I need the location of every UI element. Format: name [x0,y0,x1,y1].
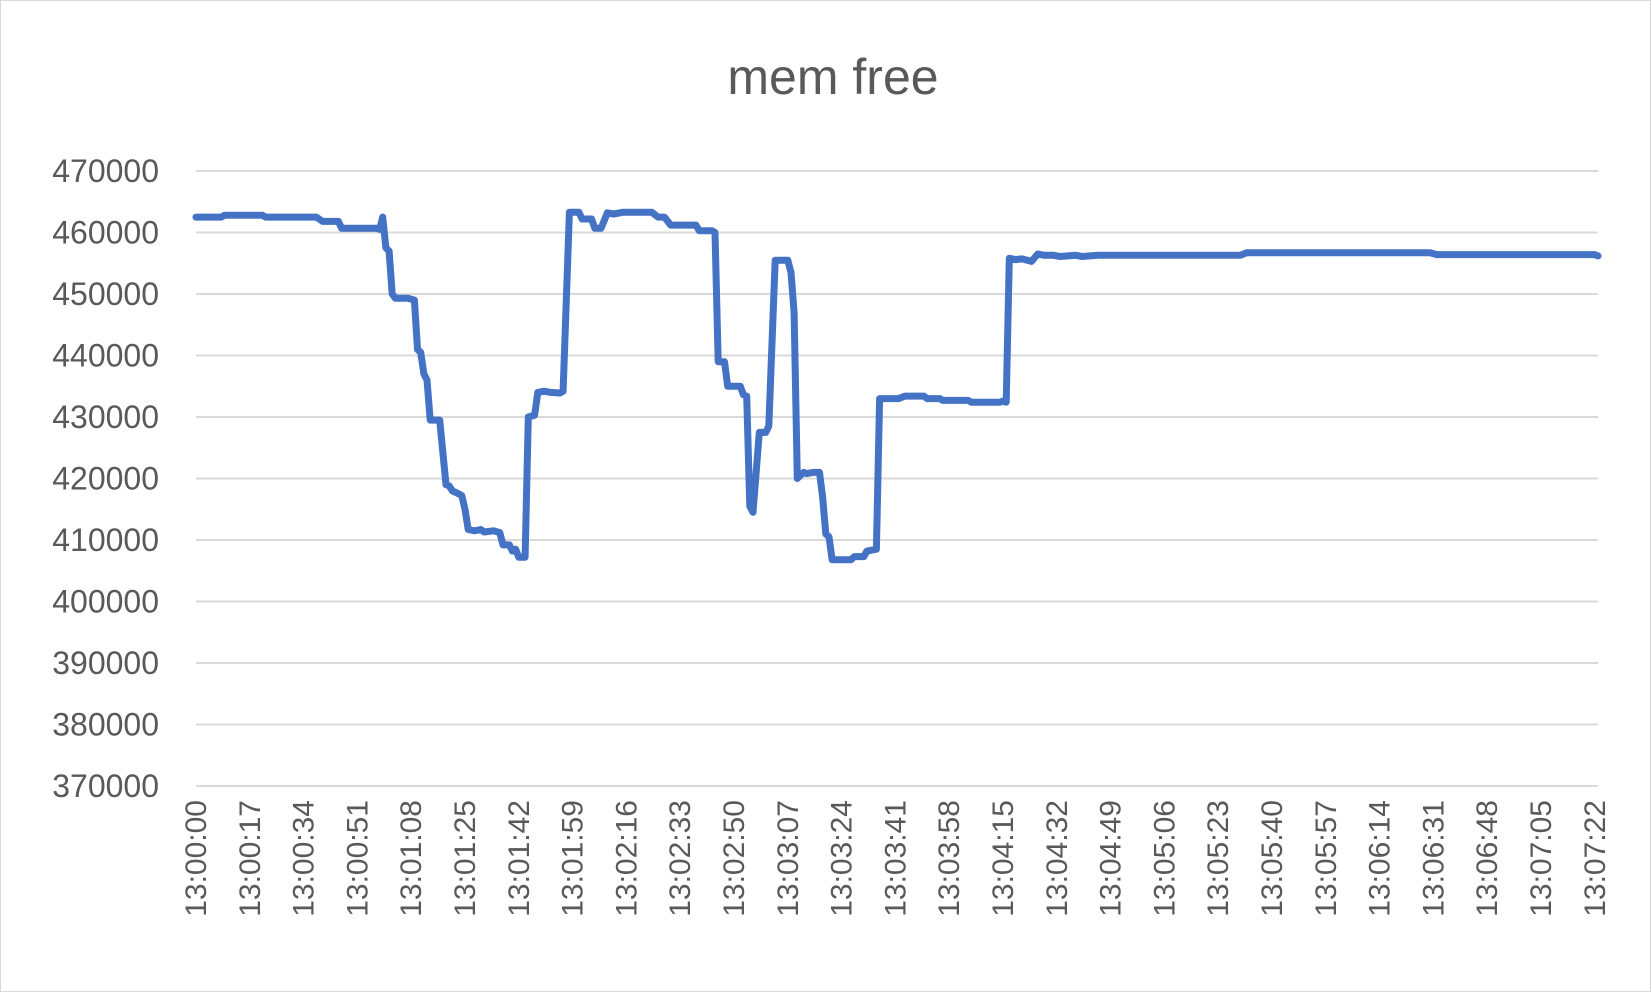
x-tick-label: 13:00:34 [288,800,321,917]
x-axis-tick-labels: 13:00:00 13:00:17 13:00:34 13:00:51 13:01:08… [180,800,1612,917]
x-tick-label: 13:06:31 [1417,800,1450,917]
x-tick-label: 13:01:42 [503,800,536,917]
y-tick-label: 440000 [52,338,159,374]
y-tick-label: 380000 [52,707,159,743]
y-tick-label: 400000 [52,584,159,620]
x-tick-label: 13:01:59 [557,800,590,917]
x-tick-label: 13:01:08 [395,800,428,917]
x-tick-label: 13:07:22 [1579,800,1612,917]
x-tick-label: 13:05:57 [1310,800,1343,917]
x-tick-label: 13:03:58 [933,800,966,917]
x-tick-label: 13:03:24 [826,800,859,917]
y-tick-label: 390000 [52,645,159,681]
series-layer [192,208,1602,564]
y-tick-label: 470000 [52,153,159,189]
y-tick-label: 410000 [52,522,159,558]
x-tick-label: 13:03:41 [879,800,912,917]
x-tick-label: 13:05:23 [1202,800,1235,917]
x-tick-label: 13:02:33 [664,800,697,917]
x-tick-label: 13:05:40 [1256,800,1289,917]
y-tick-label: 420000 [52,461,159,497]
y-tick-label: 450000 [52,276,159,312]
x-tick-label: 13:00:00 [180,800,213,917]
x-tick-label: 13:04:49 [1095,800,1128,917]
gridlines [196,170,1598,787]
y-tick-label: 370000 [52,768,159,804]
x-tick-label: 13:02:50 [718,800,751,917]
y-axis-tick-labels: 470000 460000 450000 440000 430000 420000 4100… [52,153,159,804]
x-tick-label: 13:03:07 [772,800,805,917]
x-tick-label: 13:04:15 [987,800,1020,917]
x-tick-label: 13:05:06 [1148,800,1181,917]
y-tick-label: 460000 [52,215,159,251]
x-tick-label: 13:04:32 [1041,800,1074,917]
x-tick-label: 13:02:16 [610,800,643,917]
x-tick-label: 13:00:51 [341,800,374,917]
x-tick-label: 13:00:17 [234,800,267,917]
y-tick-label: 430000 [52,399,159,435]
series-line [192,208,1602,564]
x-tick-label: 13:07:05 [1525,800,1558,917]
chart-title: mem free [727,49,938,105]
x-tick-label: 13:06:14 [1364,800,1397,917]
x-tick-label: 13:06:48 [1471,800,1504,917]
x-tick-label: 13:01:25 [449,800,482,917]
